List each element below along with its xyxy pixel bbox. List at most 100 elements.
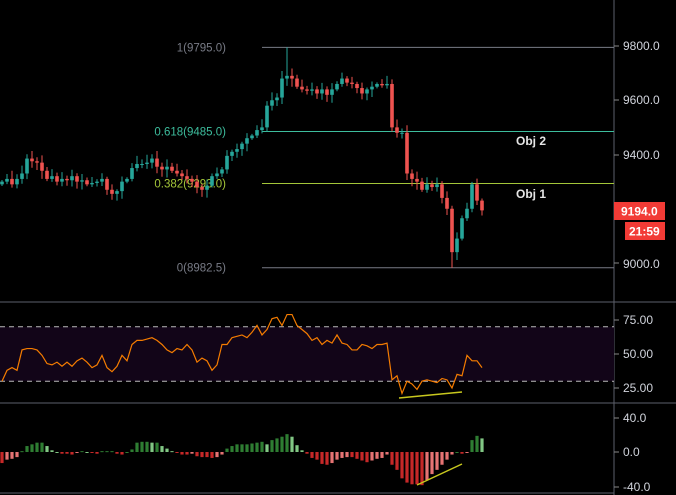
candle-body (125, 178, 129, 182)
candle-body (320, 89, 324, 94)
rsi-divergence-line[interactable] (398, 391, 463, 399)
candle-body (60, 178, 64, 182)
macd-bar (315, 452, 319, 460)
candle-body (375, 83, 379, 87)
macd-bar (100, 451, 104, 453)
candle-body (175, 170, 179, 174)
macd-tick: -40.0 (623, 480, 651, 494)
candle-body (85, 180, 89, 185)
candlestick-series (0, 47, 484, 268)
macd-bar (110, 451, 114, 453)
candle-body (385, 83, 389, 86)
candle-body (355, 83, 359, 89)
candle-body (50, 176, 54, 179)
macd-bar (175, 452, 179, 453)
candle-body (340, 78, 344, 84)
macd-bar (180, 452, 184, 455)
candle-body (160, 166, 164, 170)
candle-body (285, 75, 289, 79)
price-axis[interactable]: 9800.0 9600.0 9400.0 9000.0 9194.0 21:59 (614, 39, 665, 271)
candle-body (475, 184, 479, 201)
candle-body (0, 181, 4, 185)
rsi-line (1, 313, 483, 396)
candle-body (180, 173, 184, 177)
macd-bar (355, 452, 359, 459)
candle-body (305, 89, 309, 91)
candle-body (165, 166, 169, 170)
macd-bar (270, 440, 274, 452)
candle-body (40, 162, 44, 171)
macd-bar (445, 452, 449, 460)
macd-bar (20, 451, 24, 453)
macd-bar (360, 452, 364, 461)
macd-bar (10, 452, 14, 459)
macd-bar (5, 452, 9, 460)
candle-body (250, 135, 254, 139)
macd-bar (295, 445, 299, 452)
macd-bar (160, 446, 164, 452)
macd-bar (465, 452, 469, 453)
macd-bar (155, 442, 159, 452)
candle-body (470, 184, 474, 209)
candle-body (135, 163, 139, 169)
candle-body (75, 176, 79, 182)
macd-axis[interactable]: 40.0 0.0 -40.0 (614, 411, 651, 494)
macd-bar (375, 452, 379, 459)
macd-bar (405, 452, 409, 483)
candle-body (440, 184, 444, 198)
macd-bar (305, 452, 309, 454)
candle-body (80, 180, 84, 182)
candle-body (455, 238, 459, 253)
macd-bar (335, 452, 339, 460)
macd-bar (185, 452, 189, 455)
rsi-axis[interactable]: 75.00 50.00 25.00 (614, 313, 653, 395)
price-tick: 9400.0 (623, 148, 660, 162)
macd-bar (135, 442, 139, 452)
candle-body (395, 127, 399, 133)
macd-bar (215, 452, 219, 458)
candle-body (10, 178, 14, 185)
macd-divergence-line[interactable] (416, 463, 463, 486)
candle-body (205, 185, 209, 190)
macd-bar (365, 452, 369, 463)
macd-bar (385, 452, 389, 455)
countdown-badge (625, 222, 665, 240)
macd-bar (285, 434, 289, 452)
rsi-tick: 75.00 (623, 313, 653, 327)
rsi-tick: 50.00 (623, 347, 653, 361)
macd-bar (395, 452, 399, 470)
candle-body (480, 200, 484, 211)
candle-body (5, 178, 9, 182)
candle-body (20, 173, 24, 179)
macd-bar (450, 452, 454, 455)
candle-body (150, 158, 154, 163)
candle-body (15, 178, 19, 185)
candle-body (350, 82, 354, 84)
macd-bar (255, 442, 259, 452)
macd-bar (420, 452, 424, 486)
last-price-value: 9194.0 (621, 205, 658, 219)
macd-bar (195, 452, 199, 457)
macd-bar (430, 452, 434, 475)
macd-bar (115, 452, 119, 454)
candle-body (70, 176, 74, 181)
candle-body (280, 78, 284, 98)
candle-body (300, 86, 304, 90)
candle-body (425, 184, 429, 190)
candle-body (115, 191, 119, 194)
fibonacci-retracement[interactable]: 1(9795.0) 0.618(9485.0) 0.382(9293.0) 0(… (154, 42, 614, 275)
macd-tick: 40.0 (623, 411, 647, 425)
macd-bar (435, 452, 439, 470)
fib-label-0618: 0.618(9485.0) (154, 126, 226, 138)
price-tick: 9800.0 (623, 39, 660, 53)
macd-bar (280, 436, 284, 452)
last-price-badge (614, 202, 665, 220)
macd-bar (480, 438, 484, 452)
macd-bar (240, 444, 244, 452)
candle-body (255, 130, 259, 136)
candle-body (460, 218, 464, 239)
candle-body (465, 208, 469, 219)
rsi-tick: 25.00 (623, 381, 653, 395)
macd-bar (425, 452, 429, 481)
